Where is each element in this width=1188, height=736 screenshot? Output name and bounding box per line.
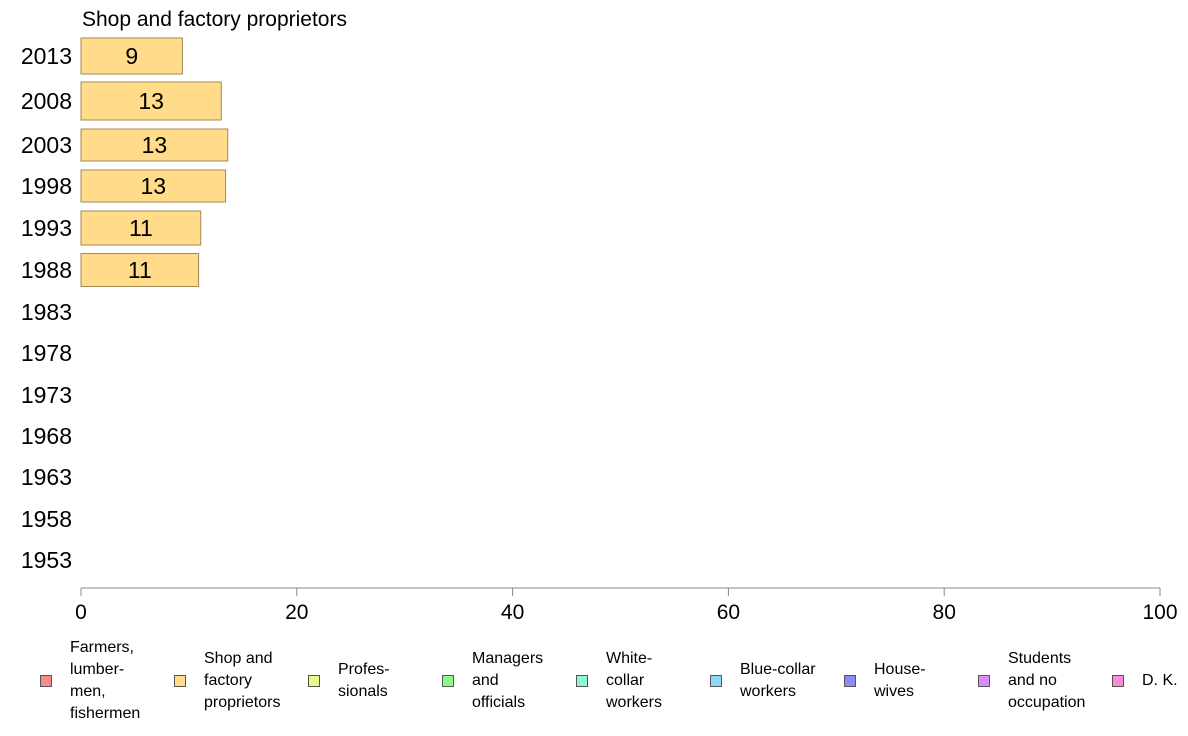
legend-swatch	[442, 675, 454, 687]
category-label-2013: 2013	[21, 43, 72, 69]
category-label-1953: 1953	[21, 547, 72, 573]
x-tick-label-80: 80	[933, 601, 956, 624]
category-label-1978: 1978	[21, 340, 72, 366]
legend-item-2: Profes- sionals	[308, 648, 390, 714]
legend-label: Students and no occupation	[1008, 650, 1086, 711]
category-label-1983: 1983	[21, 299, 72, 325]
legend-swatch	[308, 675, 320, 687]
legend-swatch	[844, 675, 856, 687]
legend-label: White- collar workers	[606, 650, 663, 711]
x-tick-label-0: 0	[75, 601, 87, 624]
bar-value-label-1998: 13	[140, 173, 166, 199]
legend-swatch	[174, 675, 186, 687]
x-tick-label-60: 60	[717, 601, 740, 624]
legend-label: House- wives	[874, 661, 926, 700]
bar-1993	[80, 210, 202, 246]
bar-value-label-1988: 11	[128, 257, 152, 283]
legend-item-5: Blue-collar workers	[710, 648, 816, 714]
category-label-1958: 1958	[21, 506, 72, 532]
legend-label: Blue-collar workers	[740, 661, 816, 700]
bar-value-label-1993: 11	[129, 215, 153, 241]
category-label-1973: 1973	[21, 382, 72, 408]
legend-label: Shop and factory proprietors	[204, 650, 281, 711]
legend-item-4: White- collar workers	[576, 648, 662, 714]
bar-value-label-2013: 9	[125, 43, 138, 69]
legend-label: Managers and officials	[472, 650, 544, 711]
chart-title: Shop and factory proprietors	[82, 8, 347, 31]
category-label-1963: 1963	[21, 464, 72, 490]
legend-label: Farmers, lumber- men, fishermen	[70, 639, 141, 722]
x-tick-label-20: 20	[285, 601, 308, 624]
legend-label: Profes- sionals	[338, 661, 390, 700]
legend-swatch	[978, 675, 990, 687]
x-tick-label-100: 100	[1142, 601, 1177, 624]
category-label-1993: 1993	[21, 215, 72, 241]
bar-value-label-2003: 13	[142, 132, 168, 158]
bar-2003	[80, 128, 229, 162]
legend-label: D. K.	[1142, 672, 1178, 689]
legend-item-3: Managers and officials	[442, 648, 543, 714]
legend-item-1: Shop and factory proprietors	[174, 648, 280, 714]
bar-2008	[80, 81, 222, 121]
bar-1998	[80, 169, 227, 203]
category-label-1968: 1968	[21, 423, 72, 449]
legend-item-6: House- wives	[844, 648, 926, 714]
legend-swatch	[710, 675, 722, 687]
category-label-1988: 1988	[21, 257, 72, 283]
bar-chart-svg: Shop and factory proprietors 91313131111…	[21, 8, 1178, 624]
bar-1988	[80, 253, 200, 287]
bar-2013	[80, 37, 183, 75]
legend-swatch	[1112, 675, 1124, 687]
legend-item-0: Farmers, lumber- men, fishermen	[40, 639, 140, 722]
category-label-1998: 1998	[21, 173, 72, 199]
legend-item-8: D. K.	[1112, 648, 1178, 714]
bar-value-label-2008: 13	[138, 88, 164, 114]
category-label-2008: 2008	[21, 88, 72, 114]
legend-swatch	[576, 675, 588, 687]
x-tick-label-40: 40	[501, 601, 524, 624]
legend-item-7: Students and no occupation	[978, 648, 1085, 714]
category-label-2003: 2003	[21, 132, 72, 158]
legend-swatch	[40, 675, 52, 687]
